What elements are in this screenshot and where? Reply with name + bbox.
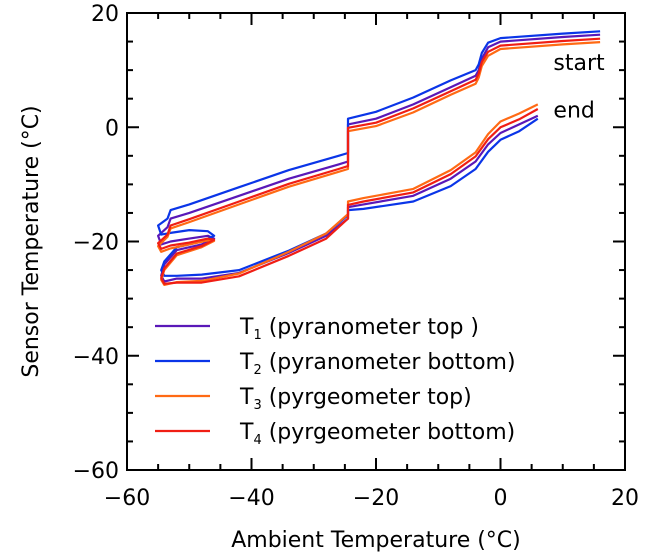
plot-frame [126,12,626,471]
series-line-4 [157,37,601,285]
y-tick-label: −60 [73,459,119,484]
y-tick-label: 20 [91,2,119,27]
series-line-3 [157,41,601,286]
annotation-end: end [553,99,594,124]
x-tick-label: 0 [494,486,508,511]
y-axis-label: Sensor Temperature (°C) [19,105,44,377]
annotation-start: start [553,51,605,76]
legend-label-1: T1 (pyranometer top ) [239,315,479,343]
x-tick-label: −40 [228,486,274,511]
series-line-1 [157,33,601,283]
series-line-2 [157,30,601,277]
x-axis-label: Ambient Temperature (°C) [231,528,521,553]
y-tick-label: −40 [73,345,119,370]
annotations: start end [553,51,605,123]
x-tick-label: −60 [104,486,150,511]
series-layer [157,30,601,286]
legend-label-3: T3 (pyrgeometer top) [239,385,472,413]
legend-label-2: T2 (pyranometer bottom) [239,350,516,378]
x-tick-label: −20 [353,486,399,511]
y-tick-label: 0 [105,116,119,141]
x-tick-label: 20 [611,486,639,511]
y-tick-label: −20 [73,231,119,256]
legend: T1 (pyranometer top ) T2 (pyranometer bot… [155,315,516,448]
legend-label-4: T4 (pyrgeometer bottom) [239,420,515,448]
tick-labels: −60 −40 −20 0 20 −60 −40 −20 0 20 [73,2,639,511]
